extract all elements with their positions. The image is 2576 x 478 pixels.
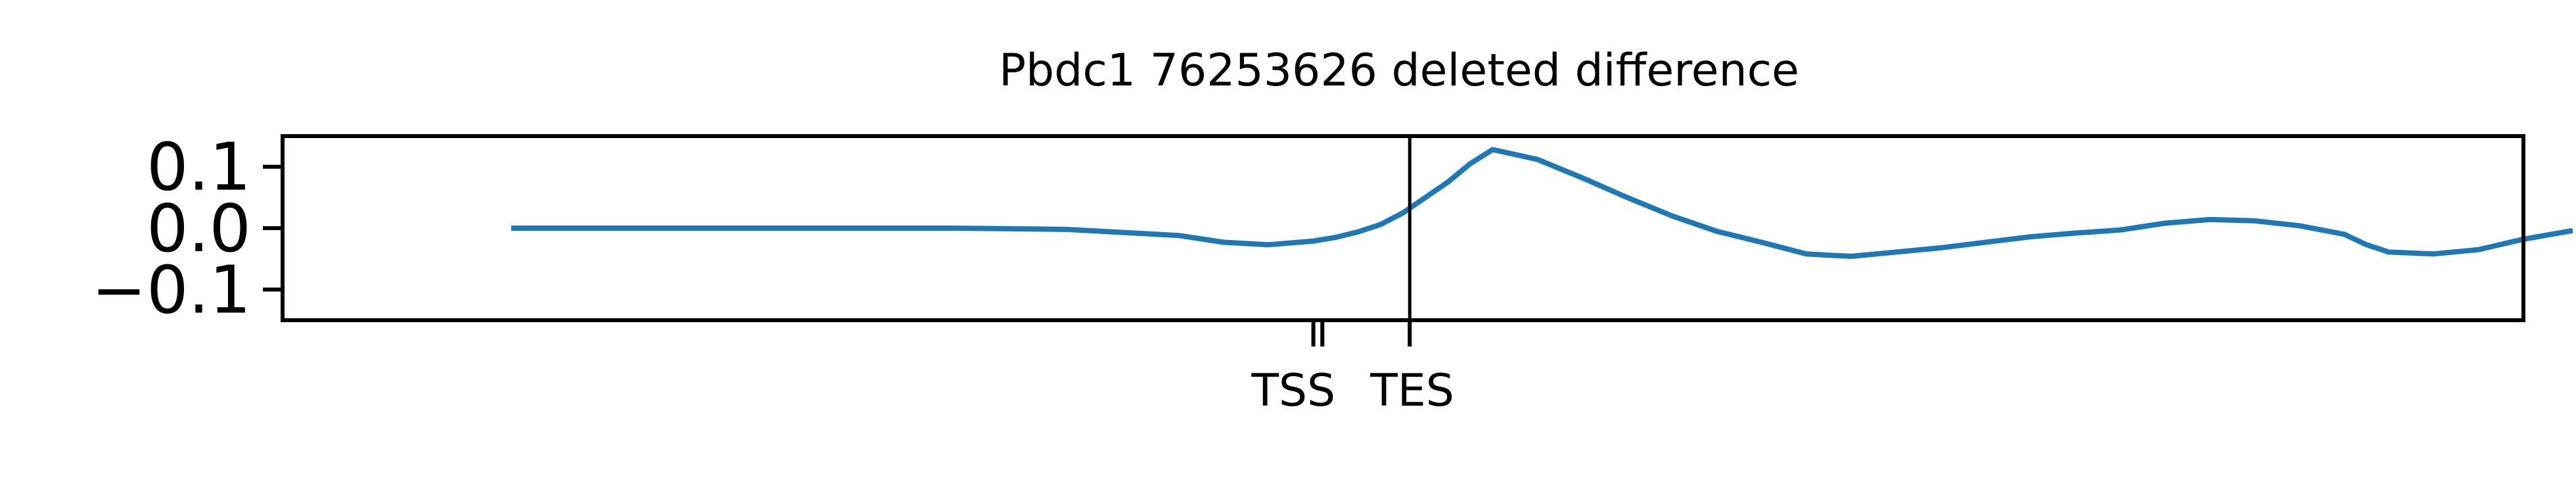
y-tick-label: −0.1 — [91, 251, 251, 328]
x-tick-label: TES — [1369, 365, 1454, 417]
plot-area: 0.10.0−0.1 TSS TES — [91, 129, 2573, 417]
chart-title: Pbdc1 76253626 deleted difference — [999, 45, 1799, 97]
series-line — [511, 147, 2573, 259]
y-tick-label: 0.1 — [147, 129, 251, 206]
y-tick-label: 0.0 — [147, 190, 251, 267]
plot-frame — [281, 134, 2525, 322]
x-tick-label: TSS — [1251, 365, 1335, 417]
